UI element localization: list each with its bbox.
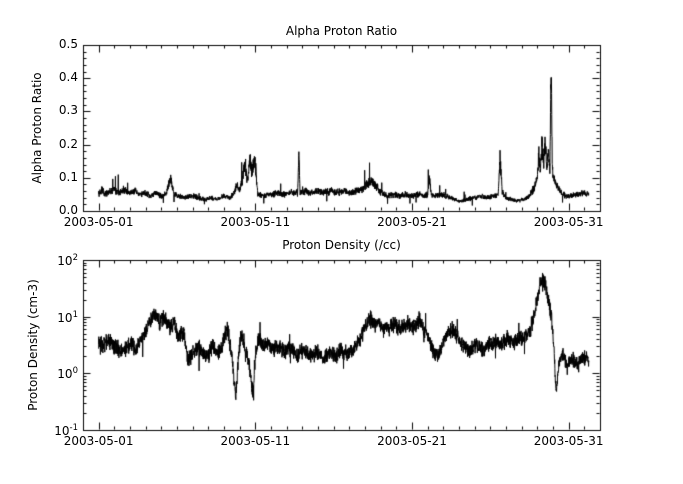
x-tick-label: 2003-05-11: [220, 434, 291, 448]
y-tick-label: 101: [57, 309, 78, 325]
y-tick-label: 0.1: [58, 169, 78, 184]
y-tick-label: 0.4: [58, 70, 78, 85]
y-tick-label: 102: [57, 253, 78, 268]
x-tick-label: 2003-05-31: [533, 215, 604, 229]
x-tick-label: 2003-05-21: [377, 434, 447, 448]
y-tick-label: 0.5: [58, 37, 78, 51]
x-tick-label: 2003-05-31: [533, 434, 604, 448]
chart2-title: Proton Density (/cc): [282, 238, 401, 252]
chart2-y-axis-label: Proton Density (cm-3): [26, 279, 40, 411]
y-tick-label: 100: [57, 366, 78, 382]
y-tick-label: 0.0: [58, 203, 78, 217]
x-tick-label: 2003-05-01: [63, 215, 134, 229]
y-tick-label: 0.2: [58, 136, 78, 151]
x-tick-label: 2003-05-01: [63, 434, 134, 448]
y-tick-label: 10-1: [54, 423, 78, 438]
chart1-y-axis-label: Alpha Proton Ratio: [30, 72, 44, 184]
x-tick-label: 2003-05-11: [220, 215, 291, 229]
x-tick-label: 2003-05-21: [377, 215, 447, 229]
y-tick-label: 0.3: [58, 103, 78, 118]
chart1-title: Alpha Proton Ratio: [285, 24, 398, 38]
